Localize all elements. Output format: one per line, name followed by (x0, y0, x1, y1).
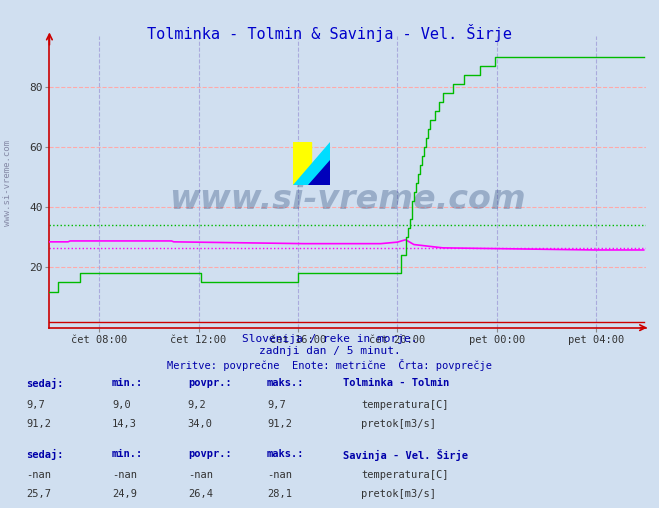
Text: Meritve: povprečne  Enote: metrične  Črta: povprečje: Meritve: povprečne Enote: metrične Črta:… (167, 359, 492, 371)
Text: 91,2: 91,2 (26, 419, 51, 429)
Text: 34,0: 34,0 (188, 419, 213, 429)
Bar (293, 142, 312, 185)
Text: -nan: -nan (188, 470, 213, 480)
Text: pretok[m3/s]: pretok[m3/s] (361, 419, 436, 429)
Text: 28,1: 28,1 (267, 489, 292, 499)
Text: Tolminka - Tolmin: Tolminka - Tolmin (343, 378, 449, 389)
Text: 26,4: 26,4 (188, 489, 213, 499)
Text: 9,0: 9,0 (112, 400, 130, 410)
Text: sedaj:: sedaj: (26, 378, 64, 390)
Text: povpr.:: povpr.: (188, 449, 231, 459)
Text: min.:: min.: (112, 378, 143, 389)
Polygon shape (308, 160, 330, 185)
Text: min.:: min.: (112, 449, 143, 459)
Text: Tolminka - Tolmin & Savinja - Vel. Širje: Tolminka - Tolmin & Savinja - Vel. Širje (147, 24, 512, 42)
Text: 25,7: 25,7 (26, 489, 51, 499)
Text: 24,9: 24,9 (112, 489, 137, 499)
Text: Savinja - Vel. Širje: Savinja - Vel. Širje (343, 449, 468, 461)
Text: temperatura[C]: temperatura[C] (361, 470, 449, 480)
Text: -nan: -nan (26, 470, 51, 480)
Text: 14,3: 14,3 (112, 419, 137, 429)
Text: maks.:: maks.: (267, 449, 304, 459)
Text: zadnji dan / 5 minut.: zadnji dan / 5 minut. (258, 346, 401, 357)
Text: sedaj:: sedaj: (26, 449, 64, 460)
Text: www.si-vreme.com: www.si-vreme.com (3, 140, 13, 226)
Text: 9,7: 9,7 (26, 400, 45, 410)
Text: -nan: -nan (267, 470, 292, 480)
Text: 9,2: 9,2 (188, 400, 206, 410)
Text: -nan: -nan (112, 470, 137, 480)
Text: temperatura[C]: temperatura[C] (361, 400, 449, 410)
Text: pretok[m3/s]: pretok[m3/s] (361, 489, 436, 499)
Text: www.si-vreme.com: www.si-vreme.com (169, 183, 526, 215)
Text: Slovenija / reke in morje.: Slovenija / reke in morje. (242, 334, 417, 344)
Polygon shape (293, 142, 330, 185)
Text: povpr.:: povpr.: (188, 378, 231, 389)
Text: maks.:: maks.: (267, 378, 304, 389)
Text: 91,2: 91,2 (267, 419, 292, 429)
Text: 9,7: 9,7 (267, 400, 285, 410)
